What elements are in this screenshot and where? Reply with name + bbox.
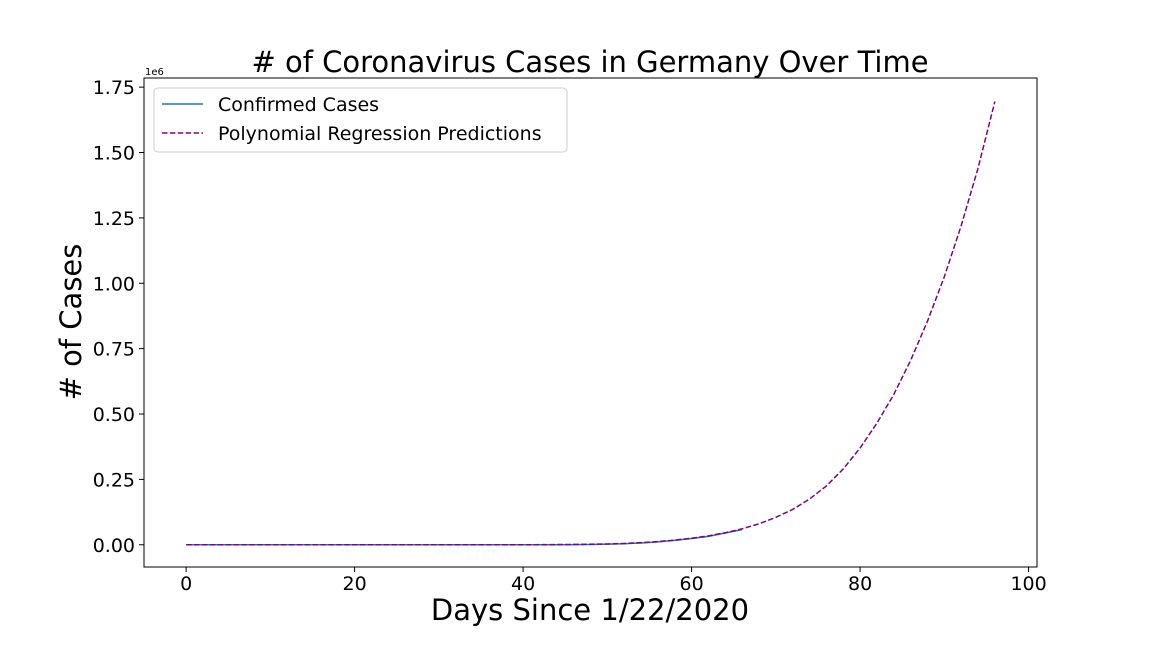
y-tick-label: 1.00 [93, 273, 135, 295]
y-tick-label: 0.75 [93, 339, 135, 361]
y-tick-label: 0.50 [93, 404, 135, 426]
y-axis-offset-label: 1e6 [145, 67, 164, 78]
y-tick-label: 1.25 [93, 208, 135, 230]
y-tick-label: 1.75 [93, 77, 135, 99]
x-tick-label: 100 [1010, 573, 1046, 595]
axes-frame [143, 77, 1038, 568]
legend-label-confirmed: Confirmed Cases [218, 94, 379, 116]
y-tick-label: 1.50 [93, 143, 135, 165]
x-tick-label: 80 [848, 573, 872, 595]
x-axis-label: Days Since 1/22/2020 [431, 593, 749, 627]
x-tick-label: 40 [511, 573, 535, 595]
y-tick-label: 0.25 [93, 469, 135, 491]
y-tick-label: 0.00 [93, 535, 135, 557]
series-line-polynomial-predictions [186, 101, 996, 546]
x-tick-label: 0 [180, 573, 192, 595]
y-axis-label: # of Cases [54, 244, 88, 401]
x-tick-label: 20 [343, 573, 367, 595]
legend-label-predictions: Polynomial Regression Predictions [218, 123, 542, 145]
chart-title: # of Coronavirus Cases in Germany Over T… [251, 45, 928, 79]
x-tick-label: 60 [680, 573, 704, 595]
plot-area: 0 20 40 60 80 100 0.00 0.25 0.50 0.75 1.00 1.25 1.50… [93, 77, 1047, 595]
legend: Confirmed Cases Polynomial Regression Pr… [153, 87, 568, 153]
legend-frame [153, 87, 568, 153]
